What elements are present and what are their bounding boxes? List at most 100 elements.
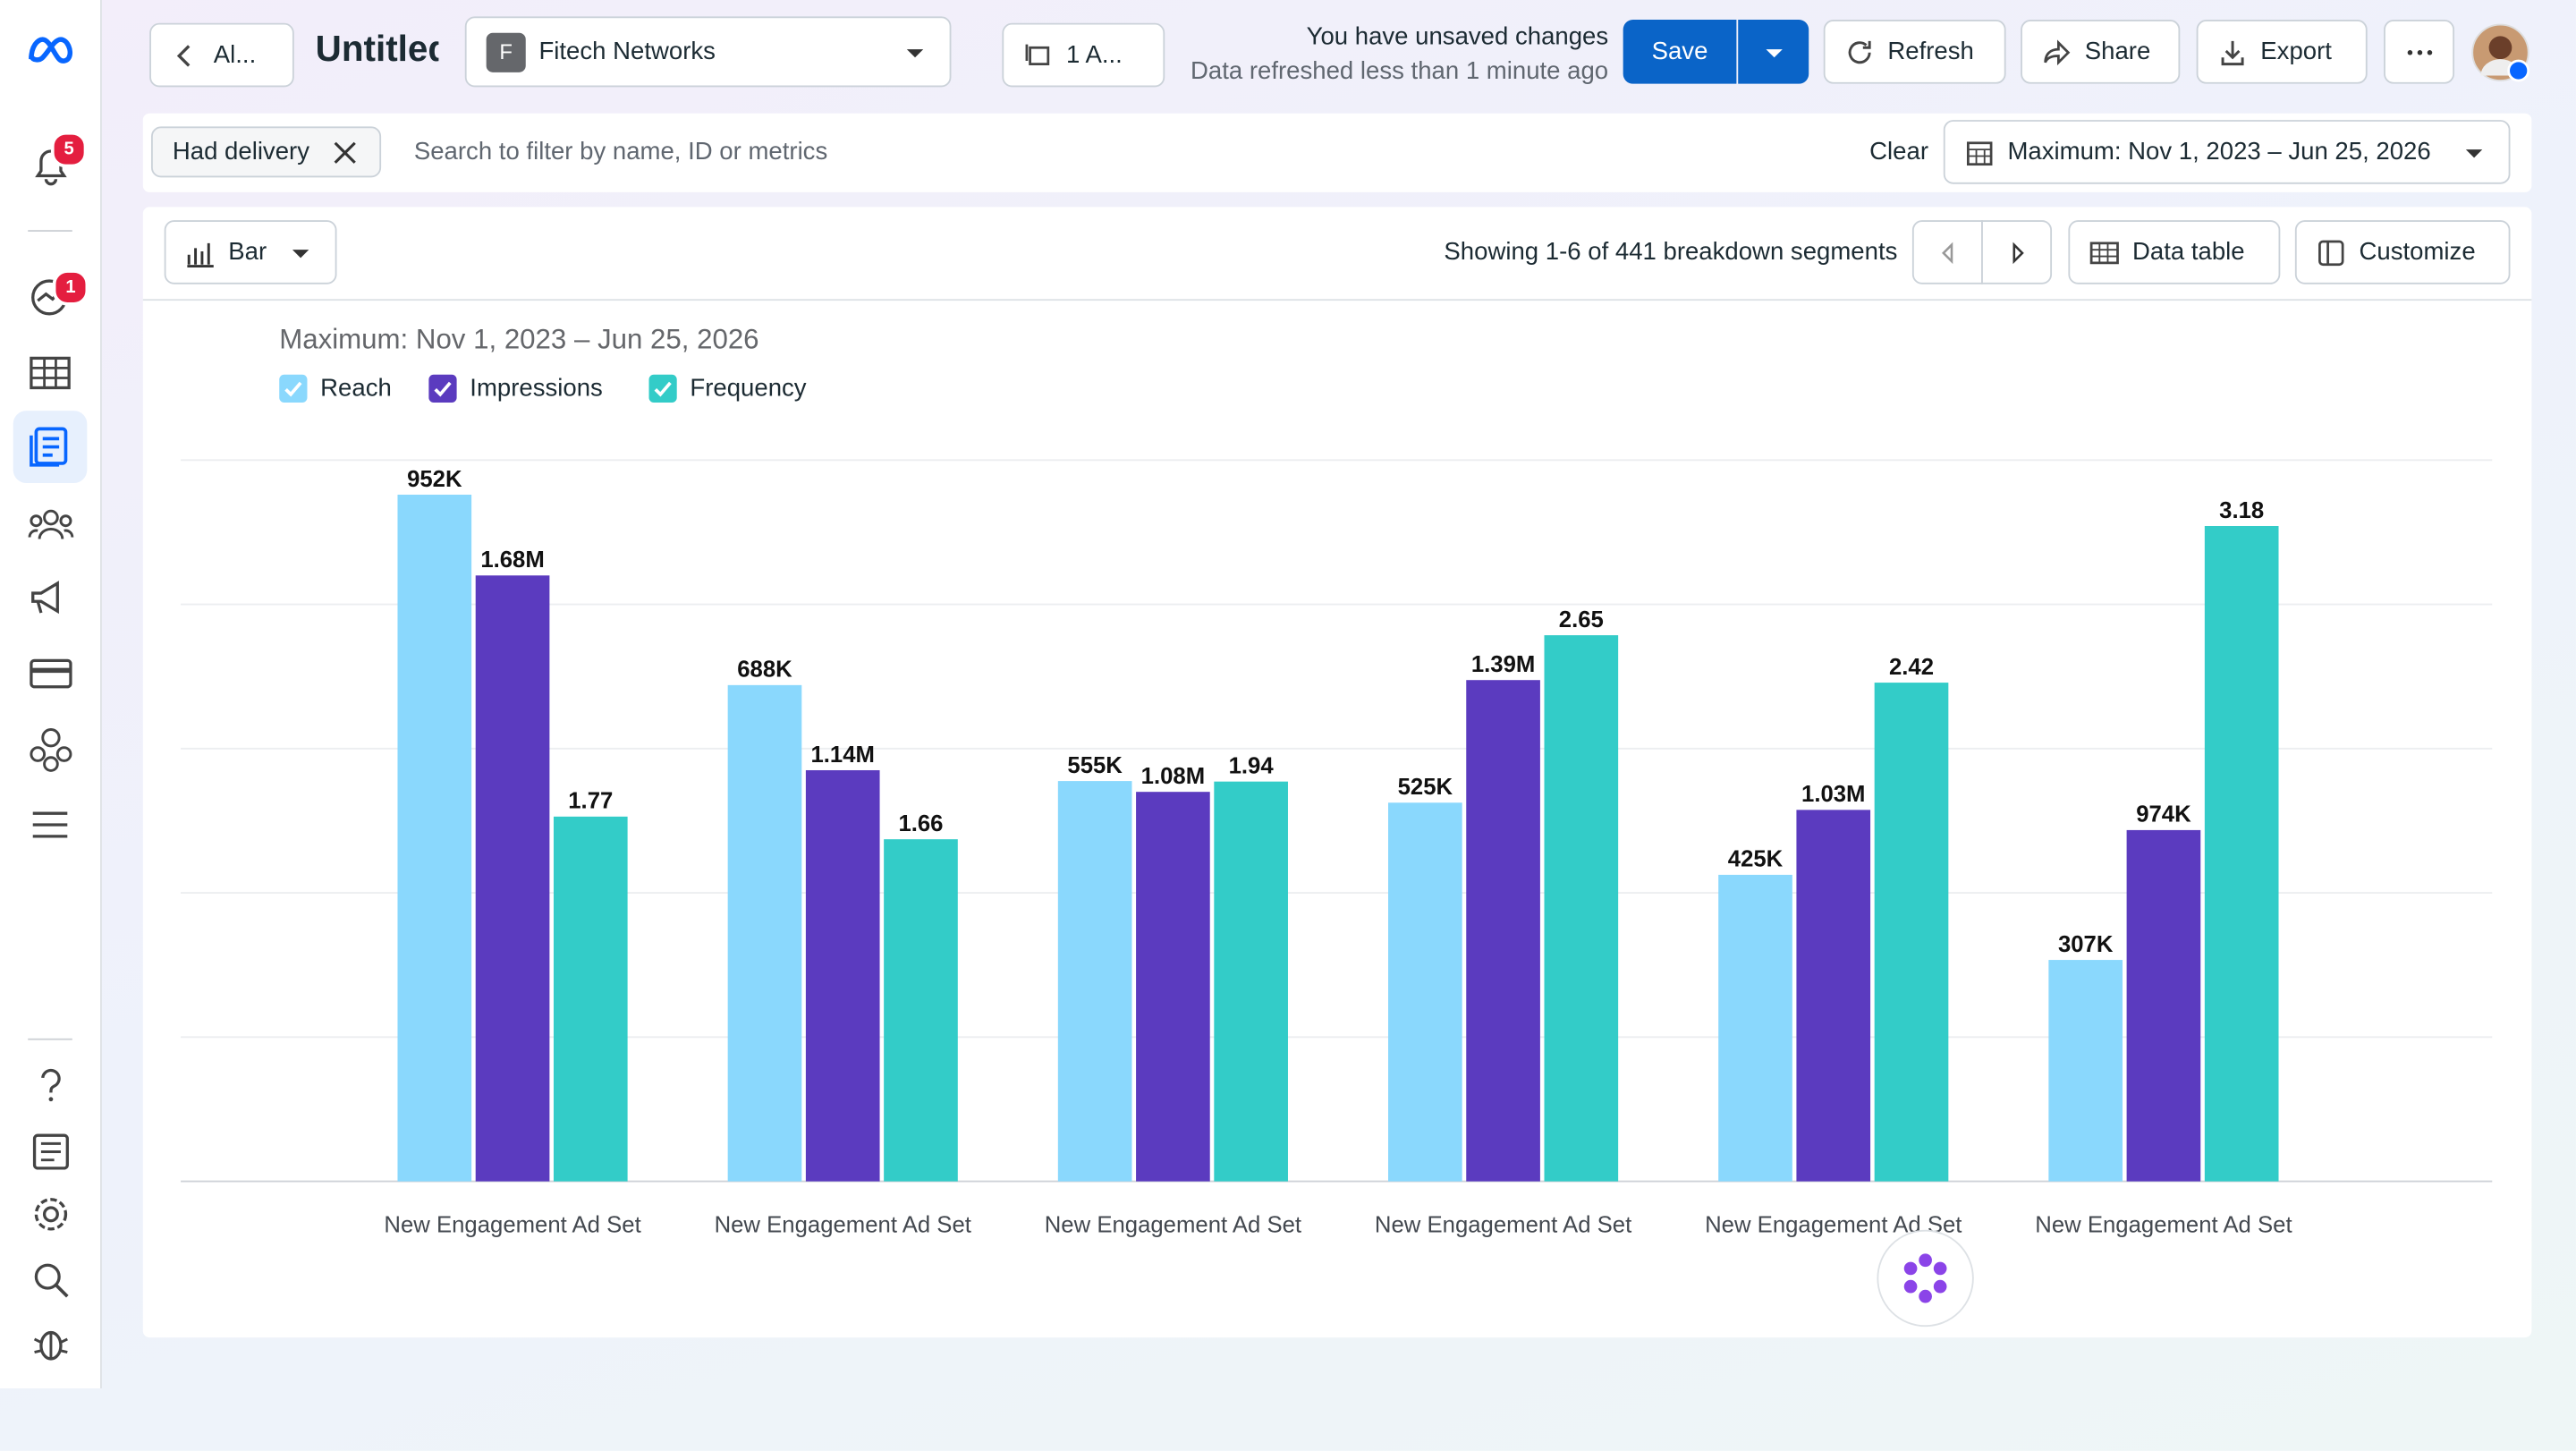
bar — [1388, 802, 1462, 1182]
bar — [475, 575, 550, 1182]
share-label: Share — [2084, 38, 2151, 66]
divider — [28, 230, 72, 232]
x-tick-label: New Engagement Ad Set — [384, 1210, 641, 1238]
save-status: You have unsaved changes Data refreshed l… — [1150, 20, 1608, 89]
bar — [1057, 781, 1132, 1182]
data-label: 307K — [2058, 932, 2114, 957]
help-icon[interactable] — [35, 1068, 68, 1104]
filter-chip[interactable]: Had delivery — [150, 126, 382, 178]
avatar[interactable] — [2470, 23, 2533, 86]
data-label: 2.42 — [1889, 655, 1934, 680]
customize-button[interactable]: Customize — [2294, 220, 2511, 284]
bar — [1544, 635, 1619, 1182]
selection-label: 1 A... — [1066, 40, 1123, 70]
legend-label: Frequency — [690, 374, 807, 403]
bar — [1136, 792, 1210, 1182]
chart-type-dropdown[interactable]: Bar — [164, 220, 337, 284]
bar — [805, 769, 880, 1182]
bar — [1214, 781, 1288, 1182]
billing-icon[interactable] — [30, 658, 72, 691]
divider — [28, 1038, 72, 1040]
divider — [142, 299, 2532, 301]
clear-button[interactable]: Clear — [1869, 138, 1929, 166]
bar — [884, 839, 958, 1182]
chart-subtitle: Maximum: Nov 1, 2023 – Jun 25, 2026 — [279, 323, 759, 355]
legend-checkbox — [648, 374, 677, 403]
bar — [397, 494, 472, 1182]
data-label: 1.39M — [1471, 652, 1535, 677]
date-range-label: Maximum: Nov 1, 2023 – Jun 25, 2026 — [2007, 138, 2431, 166]
legend-item[interactable]: Frequency — [648, 374, 807, 403]
data-label: 2.65 — [1559, 607, 1604, 632]
search-icon[interactable] — [31, 1260, 71, 1300]
legend-label: Reach — [320, 374, 392, 403]
data-label: 688K — [737, 658, 792, 683]
data-label: 1.03M — [1801, 782, 1865, 807]
meta-logo — [29, 37, 73, 64]
x-tick-label: New Engagement Ad Set — [2035, 1210, 2292, 1238]
more-button[interactable] — [2384, 20, 2455, 84]
data-table-label: Data table — [2132, 238, 2245, 267]
data-label: 1.94 — [1229, 753, 1275, 778]
assistant-button[interactable] — [1875, 1227, 1977, 1329]
data-label: 425K — [1728, 847, 1784, 872]
reports-icon[interactable] — [30, 426, 72, 469]
pagination-text: Showing 1-6 of 441 breakdown segments — [1444, 238, 1898, 267]
legend-item[interactable]: Impressions — [428, 374, 603, 403]
save-menu-button[interactable] — [1738, 20, 1809, 84]
save-button[interactable]: Save — [1623, 20, 1737, 84]
data-label: 1.14M — [811, 742, 875, 768]
next-page-button[interactable] — [1981, 220, 2053, 284]
ads-icon[interactable] — [30, 579, 72, 618]
table-icon[interactable] — [30, 355, 72, 391]
refresh-button[interactable]: Refresh — [1823, 20, 2006, 84]
audiences-icon[interactable] — [28, 506, 74, 542]
back-button[interactable]: Al... — [149, 22, 294, 88]
bar — [1796, 810, 1871, 1182]
bar — [2204, 525, 2279, 1182]
data-label: 1.08M — [1141, 764, 1205, 789]
settings-icon[interactable] — [31, 1194, 71, 1234]
data-label: 1.77 — [568, 789, 613, 814]
legend-item[interactable]: Reach — [279, 374, 392, 403]
menu-icon[interactable] — [31, 809, 71, 842]
bar — [1466, 680, 1540, 1182]
chip-label: Had delivery — [172, 138, 309, 166]
account-dropdown[interactable]: F Fitech Networks — [464, 16, 952, 88]
unsaved-text: You have unsaved changes — [1306, 22, 1609, 51]
account-badge: F — [486, 31, 526, 72]
refreshed-text: Data refreshed less than 1 minute ago — [1191, 57, 1609, 86]
export-button[interactable]: Export — [2196, 20, 2368, 84]
data-table-button[interactable]: Data table — [2068, 220, 2281, 284]
bar — [727, 684, 802, 1182]
refresh-label: Refresh — [1887, 38, 1974, 66]
data-label: 3.18 — [2219, 498, 2264, 523]
report-title[interactable]: Untitled — [315, 28, 439, 70]
badge: 5 — [50, 131, 88, 168]
x-tick-label: New Engagement Ad Set — [714, 1210, 971, 1238]
data-label: 1.66 — [898, 811, 943, 836]
customize-label: Customize — [2359, 238, 2476, 267]
date-range-button[interactable]: Maximum: Nov 1, 2023 – Jun 25, 2026 — [1943, 120, 2511, 184]
legend-label: Impressions — [470, 374, 603, 403]
search-input[interactable]: Search to filter by name, ID or metrics — [413, 138, 828, 166]
chart-type-label: Bar — [228, 238, 267, 267]
data-label: 525K — [1398, 775, 1453, 800]
account-name: Fitech Networks — [538, 38, 716, 66]
bug-icon[interactable] — [31, 1323, 71, 1362]
share-button[interactable]: Share — [2021, 20, 2181, 84]
badge: 1 — [52, 269, 89, 306]
export-label: Export — [2260, 38, 2332, 66]
legend-checkbox — [279, 374, 308, 403]
bar — [2048, 960, 2123, 1182]
news-icon[interactable] — [31, 1132, 71, 1171]
business-icon[interactable] — [28, 726, 73, 772]
data-label: 974K — [2136, 802, 2191, 827]
prev-page-button[interactable] — [1911, 220, 1983, 284]
data-label: 1.68M — [480, 547, 544, 573]
bar — [1718, 874, 1792, 1182]
data-label: 555K — [1067, 753, 1123, 778]
selection-button[interactable]: 1 A... — [1002, 22, 1165, 88]
